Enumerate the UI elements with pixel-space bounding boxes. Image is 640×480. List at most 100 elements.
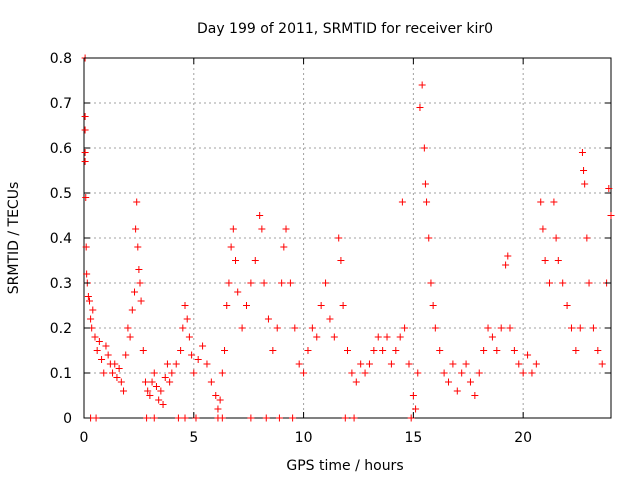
data-point xyxy=(102,342,110,350)
data-point xyxy=(216,396,224,404)
data-point xyxy=(183,315,191,323)
data-point xyxy=(370,347,378,354)
x-tick-label: 0 xyxy=(80,430,89,446)
data-point xyxy=(117,378,125,386)
data-point xyxy=(594,347,602,354)
data-points xyxy=(81,54,615,422)
data-point xyxy=(583,234,591,242)
data-point xyxy=(528,369,536,377)
data-point xyxy=(493,347,501,354)
data-point xyxy=(155,396,163,404)
data-point xyxy=(185,333,193,341)
data-point xyxy=(392,347,400,354)
data-point xyxy=(532,360,540,368)
data-point xyxy=(322,279,330,287)
data-point xyxy=(242,302,250,309)
data-point xyxy=(247,414,255,422)
data-point xyxy=(365,360,373,368)
data-point xyxy=(139,347,147,354)
y-tick-label: 0.2 xyxy=(50,321,72,337)
data-point xyxy=(232,257,240,264)
data-point xyxy=(177,347,185,354)
data-point xyxy=(122,351,130,359)
y-tick-label: 0.6 xyxy=(50,141,72,157)
data-point xyxy=(427,279,435,287)
data-point xyxy=(504,252,512,260)
data-point xyxy=(295,360,303,368)
data-point xyxy=(190,369,198,377)
data-point xyxy=(104,351,112,359)
data-point xyxy=(82,194,90,201)
data-point xyxy=(537,198,545,206)
data-point xyxy=(344,347,351,354)
data-point xyxy=(157,387,165,395)
x-axis-label: GPS time / hours xyxy=(286,458,403,474)
data-point xyxy=(81,113,89,120)
data-point xyxy=(85,297,93,305)
data-point xyxy=(135,266,143,273)
data-point xyxy=(458,369,466,377)
data-point xyxy=(471,392,479,399)
data-point xyxy=(581,180,589,188)
data-point xyxy=(273,324,281,332)
data-point xyxy=(280,243,288,251)
data-point xyxy=(396,333,404,341)
data-point xyxy=(506,324,514,332)
data-point xyxy=(150,414,158,422)
data-point xyxy=(453,387,461,395)
data-point xyxy=(420,144,428,152)
data-point xyxy=(379,347,387,354)
data-point xyxy=(161,374,169,381)
data-point xyxy=(115,365,123,372)
data-point xyxy=(98,356,106,363)
chart-title: Day 199 of 2011, SRMTID for receiver kir… xyxy=(197,21,493,37)
data-point xyxy=(95,338,103,345)
data-point xyxy=(234,288,242,296)
data-point xyxy=(578,149,586,156)
grid-lines xyxy=(84,58,611,418)
data-point xyxy=(194,356,202,363)
data-point xyxy=(179,324,187,332)
data-point xyxy=(462,360,470,368)
data-point xyxy=(92,414,100,422)
data-point xyxy=(416,104,424,111)
data-point xyxy=(436,347,444,354)
data-point xyxy=(488,333,496,341)
y-tick-label: 0.8 xyxy=(50,51,72,67)
y-axis-label: SRMTID / TECUs xyxy=(6,182,22,295)
data-point xyxy=(81,126,89,134)
data-point xyxy=(152,383,160,390)
x-tick-label: 10 xyxy=(295,430,313,446)
data-point xyxy=(317,302,325,309)
data-point xyxy=(475,369,483,377)
data-point xyxy=(262,414,270,422)
data-point xyxy=(109,369,117,377)
data-point xyxy=(502,261,510,269)
data-point xyxy=(251,257,259,264)
data-point xyxy=(291,324,299,332)
data-point xyxy=(256,212,264,219)
data-point xyxy=(136,279,144,287)
y-tick-label: 0.3 xyxy=(50,276,72,292)
data-point xyxy=(275,414,283,422)
data-point xyxy=(361,369,369,377)
data-point xyxy=(335,234,343,242)
data-point xyxy=(440,369,448,377)
x-tick-label: 15 xyxy=(404,430,422,446)
data-point xyxy=(497,324,505,332)
y-tick-label: 0.4 xyxy=(50,231,72,247)
data-point xyxy=(398,198,406,206)
data-point xyxy=(131,288,139,296)
y-tick-label: 0.5 xyxy=(50,186,72,202)
data-point xyxy=(289,414,297,422)
data-point xyxy=(218,414,226,422)
data-point xyxy=(100,369,108,377)
data-point xyxy=(141,378,149,386)
data-point xyxy=(212,392,220,399)
data-point xyxy=(337,257,345,264)
data-point xyxy=(264,315,272,323)
data-point xyxy=(133,198,141,206)
data-point xyxy=(300,369,308,377)
data-point xyxy=(576,324,584,332)
y-axis-ticks: 0 0.1 0.2 0.3 0.4 0.5 0.6 0.7 0.8 xyxy=(50,51,611,427)
